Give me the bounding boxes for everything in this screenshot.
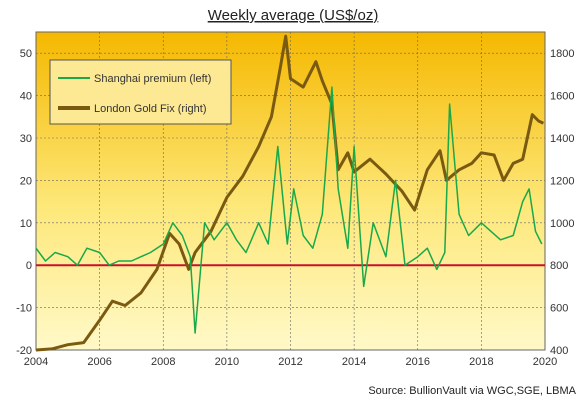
x-tick-label: 2006 [87, 356, 111, 368]
y-right-tick-label: 400 [550, 345, 568, 357]
chart-source: Source: BullionVault via WGC,SGE, LBMA [368, 385, 576, 397]
x-tick-label: 2012 [278, 356, 302, 368]
y-left-tick-label: 10 [20, 218, 32, 230]
y-left-tick-label: 50 [20, 48, 32, 60]
x-tick-label: 2008 [151, 356, 175, 368]
x-tick-label: 2004 [24, 356, 48, 368]
y-left-tick-label: -20 [16, 345, 32, 357]
x-tick-label: 2020 [533, 356, 557, 368]
legend-box [49, 59, 232, 125]
series-shanghai-premium [35, 86, 543, 334]
y-right-tick-label: 600 [550, 303, 568, 315]
x-tick-label: 2010 [215, 356, 239, 368]
x-tick-label: 2016 [406, 356, 430, 368]
chart-title: Weekly average (US$/oz) [208, 7, 379, 24]
y-right-tick-label: 1000 [550, 218, 574, 230]
legend: Shanghai premium (left) London Gold Fix … [49, 59, 232, 125]
y-right-tick-label: 1600 [550, 91, 574, 103]
y-right-tick-label: 1200 [550, 175, 574, 187]
y-left-tick-label: 30 [20, 133, 32, 145]
x-tick-label: 2014 [342, 356, 366, 368]
axes: 2004 2006 2008 2010 2012 2014 2016 2018 2020-20-… [16, 48, 574, 368]
series-line-shanghai-premium [35, 86, 543, 334]
y-left-tick-label: -10 [16, 303, 32, 315]
x-tick-label: 2018 [469, 356, 493, 368]
series-line-london-gold-fix [35, 34, 545, 352]
y-left-tick-label: 20 [20, 175, 32, 187]
y-left-tick-label: 40 [20, 91, 32, 103]
y-right-tick-label: 1400 [550, 133, 574, 145]
legend-label-shanghai-premium: Shanghai premium (left) [94, 73, 211, 85]
legend-label-london-gold-fix: London Gold Fix (right) [94, 103, 207, 115]
y-left-tick-label: 0 [26, 260, 32, 272]
series-london-gold-fix [35, 34, 545, 352]
y-right-tick-label: 1800 [550, 48, 574, 60]
y-right-tick-label: 800 [550, 260, 568, 272]
